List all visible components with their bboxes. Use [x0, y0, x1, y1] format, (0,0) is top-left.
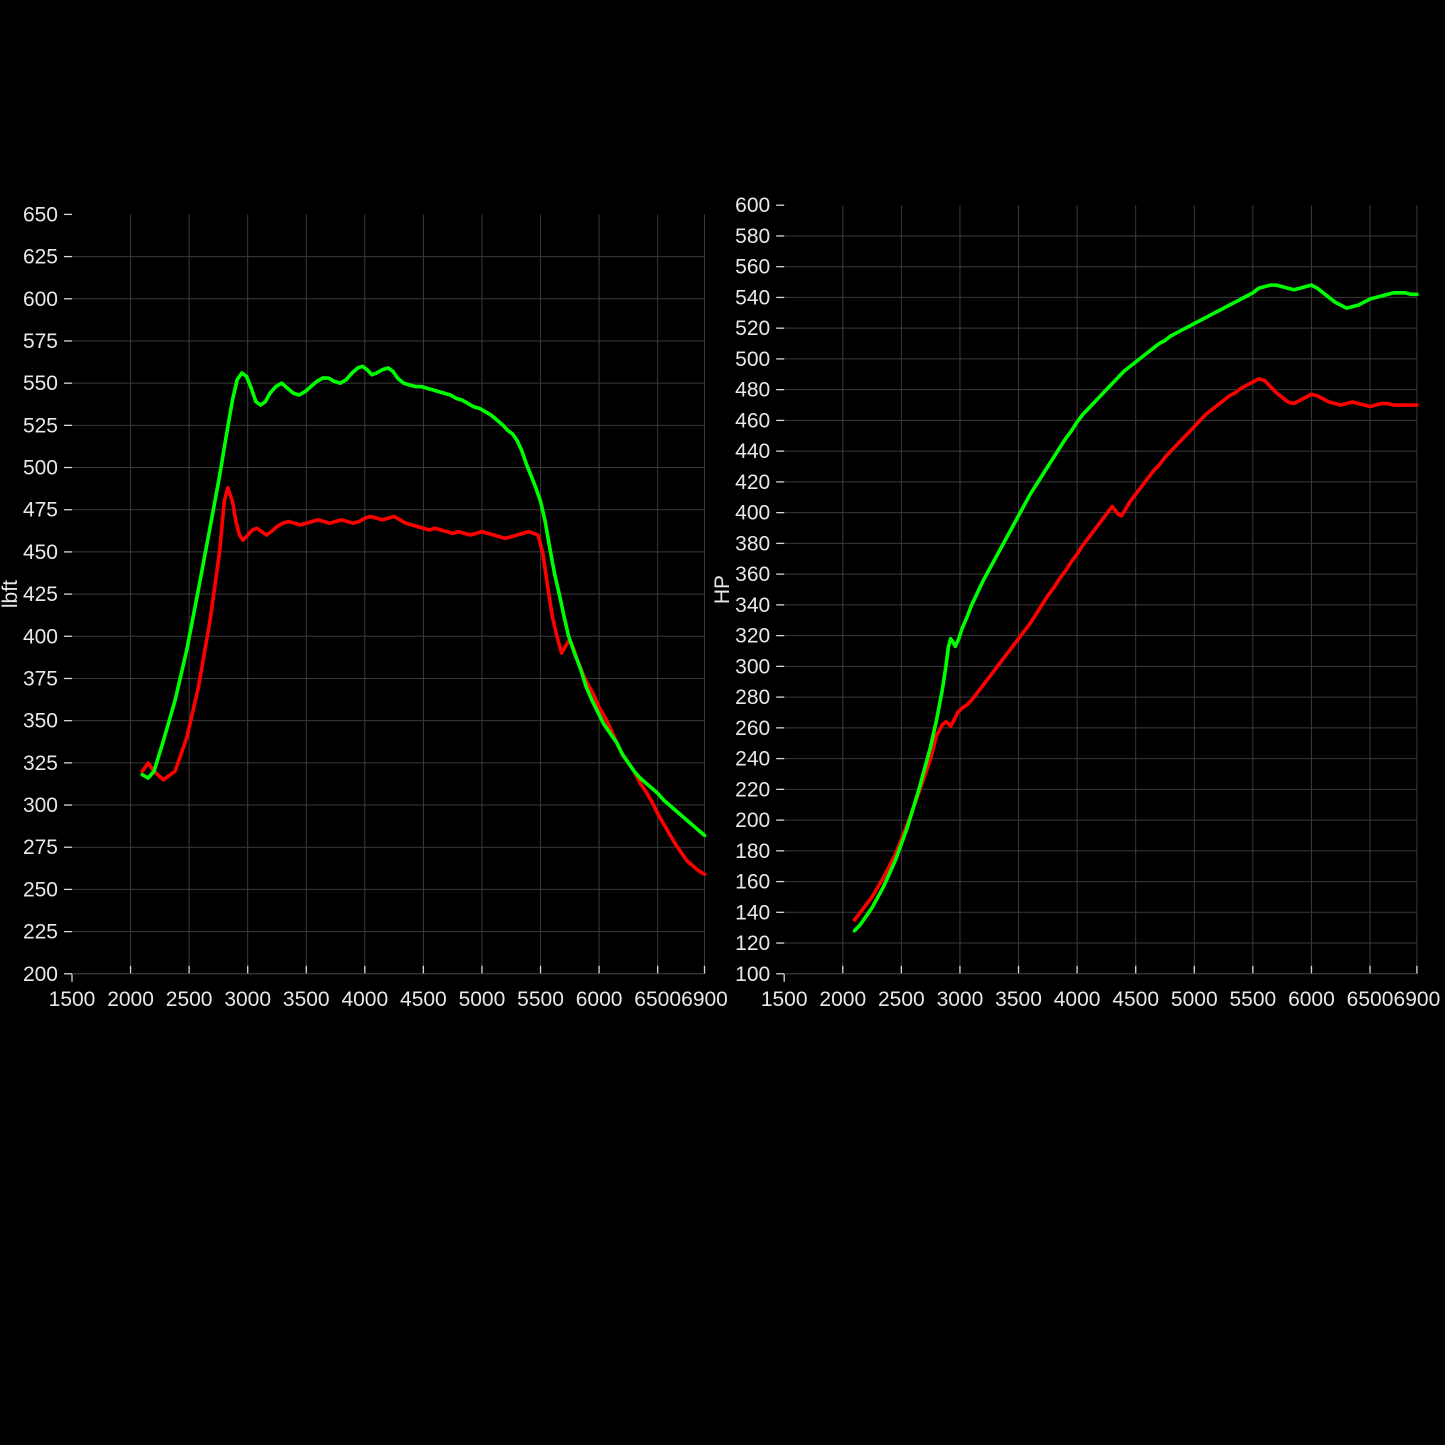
svg-text:650: 650 — [23, 203, 58, 226]
svg-text:450: 450 — [23, 541, 58, 564]
svg-text:240: 240 — [735, 748, 770, 771]
svg-text:425: 425 — [23, 583, 58, 606]
svg-text:400: 400 — [735, 502, 770, 525]
svg-text:350: 350 — [23, 710, 58, 733]
svg-text:4000: 4000 — [1054, 988, 1101, 1011]
svg-text:5500: 5500 — [1230, 988, 1277, 1011]
svg-text:320: 320 — [735, 625, 770, 648]
svg-text:1500: 1500 — [49, 988, 96, 1011]
svg-text:6900: 6900 — [1394, 988, 1441, 1011]
svg-text:5500: 5500 — [517, 988, 564, 1011]
svg-text:360: 360 — [735, 563, 770, 586]
svg-text:340: 340 — [735, 594, 770, 617]
svg-text:2500: 2500 — [166, 988, 213, 1011]
svg-text:3500: 3500 — [995, 988, 1042, 1011]
svg-text:200: 200 — [735, 809, 770, 832]
svg-text:250: 250 — [23, 878, 58, 901]
svg-text:3000: 3000 — [937, 988, 984, 1011]
svg-text:6900: 6900 — [681, 988, 728, 1011]
svg-text:2500: 2500 — [878, 988, 925, 1011]
svg-text:6500: 6500 — [634, 988, 681, 1011]
svg-text:2000: 2000 — [107, 988, 154, 1011]
svg-text:6500: 6500 — [1347, 988, 1394, 1011]
svg-text:580: 580 — [735, 225, 770, 248]
svg-text:225: 225 — [23, 921, 58, 944]
svg-text:525: 525 — [23, 414, 58, 437]
svg-text:480: 480 — [735, 379, 770, 402]
svg-text:375: 375 — [23, 667, 58, 690]
svg-text:520: 520 — [735, 317, 770, 340]
svg-text:560: 560 — [735, 256, 770, 279]
svg-text:440: 440 — [735, 440, 770, 463]
svg-text:500: 500 — [23, 457, 58, 480]
svg-text:380: 380 — [735, 532, 770, 555]
svg-text:475: 475 — [23, 499, 58, 522]
svg-text:2000: 2000 — [819, 988, 866, 1011]
svg-text:1500: 1500 — [761, 988, 808, 1011]
svg-text:140: 140 — [735, 901, 770, 924]
svg-text:lbft: lbft — [0, 580, 22, 608]
svg-text:6000: 6000 — [1288, 988, 1335, 1011]
svg-text:325: 325 — [23, 752, 58, 775]
svg-text:400: 400 — [23, 625, 58, 648]
svg-text:420: 420 — [735, 471, 770, 494]
svg-text:550: 550 — [23, 372, 58, 395]
svg-text:200: 200 — [23, 963, 58, 986]
svg-text:3000: 3000 — [224, 988, 271, 1011]
svg-text:280: 280 — [735, 686, 770, 709]
svg-text:5000: 5000 — [459, 988, 506, 1011]
svg-text:275: 275 — [23, 836, 58, 859]
svg-text:HP: HP — [711, 575, 734, 604]
svg-text:300: 300 — [735, 655, 770, 678]
svg-text:500: 500 — [735, 348, 770, 371]
svg-text:4500: 4500 — [400, 988, 447, 1011]
svg-text:100: 100 — [735, 963, 770, 986]
svg-text:4500: 4500 — [1112, 988, 1159, 1011]
svg-text:180: 180 — [735, 840, 770, 863]
svg-text:4000: 4000 — [341, 988, 388, 1011]
svg-text:600: 600 — [23, 288, 58, 311]
svg-text:6000: 6000 — [576, 988, 623, 1011]
svg-text:300: 300 — [23, 794, 58, 817]
svg-text:3500: 3500 — [283, 988, 330, 1011]
svg-text:625: 625 — [23, 246, 58, 269]
svg-text:160: 160 — [735, 871, 770, 894]
svg-text:600: 600 — [735, 194, 770, 217]
svg-text:120: 120 — [735, 932, 770, 955]
svg-text:220: 220 — [735, 778, 770, 801]
svg-text:260: 260 — [735, 717, 770, 740]
svg-text:575: 575 — [23, 330, 58, 353]
svg-text:5000: 5000 — [1171, 988, 1218, 1011]
svg-text:460: 460 — [735, 409, 770, 432]
svg-text:540: 540 — [735, 286, 770, 309]
